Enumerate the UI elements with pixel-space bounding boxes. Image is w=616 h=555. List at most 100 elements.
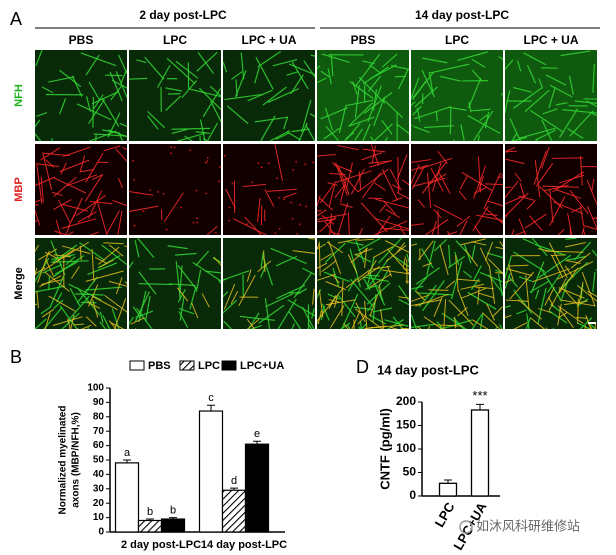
fiber bbox=[117, 210, 123, 235]
column-header: PBS bbox=[69, 33, 94, 47]
fiber bbox=[411, 223, 424, 226]
fiber bbox=[89, 231, 99, 235]
fiber bbox=[534, 160, 541, 198]
fiber bbox=[417, 326, 422, 329]
fiber bbox=[462, 270, 472, 279]
fiber bbox=[210, 100, 221, 123]
fiber bbox=[519, 182, 525, 197]
fiber bbox=[254, 116, 289, 123]
fiber bbox=[88, 81, 101, 101]
speck bbox=[133, 224, 136, 227]
fiber bbox=[479, 313, 484, 329]
fiber bbox=[363, 92, 393, 114]
bar bbox=[160, 518, 186, 533]
fiber bbox=[486, 303, 495, 321]
micrograph-bg bbox=[35, 144, 127, 235]
fiber bbox=[73, 323, 84, 326]
fiber bbox=[60, 162, 67, 175]
fiber bbox=[301, 306, 315, 329]
fiber bbox=[505, 158, 525, 164]
fiber bbox=[317, 218, 337, 223]
fiber bbox=[109, 71, 123, 102]
fiber bbox=[44, 271, 70, 292]
fiber bbox=[340, 177, 348, 203]
micrograph bbox=[35, 50, 127, 141]
x-tick-label: 14 day post-LPC bbox=[201, 539, 287, 551]
speck bbox=[157, 191, 159, 193]
micrograph-bg bbox=[129, 144, 221, 235]
fiber bbox=[392, 197, 403, 202]
fiber bbox=[337, 203, 349, 235]
fiber bbox=[577, 322, 592, 329]
fiber bbox=[332, 267, 340, 287]
speck bbox=[276, 177, 278, 180]
fiber bbox=[327, 293, 340, 300]
fiber bbox=[544, 287, 555, 306]
fiber bbox=[471, 314, 483, 329]
fiber bbox=[358, 76, 386, 104]
fiber bbox=[541, 119, 553, 141]
fiber bbox=[168, 283, 196, 287]
fiber bbox=[473, 265, 482, 281]
speck bbox=[283, 198, 285, 201]
fiber bbox=[505, 256, 512, 280]
fiber bbox=[369, 294, 379, 317]
fiber bbox=[349, 278, 374, 307]
fiber bbox=[374, 182, 386, 191]
fiber bbox=[317, 243, 326, 250]
fiber bbox=[129, 316, 134, 325]
fiber bbox=[585, 315, 592, 329]
fiber bbox=[338, 166, 350, 196]
fiber bbox=[144, 295, 151, 322]
fiber bbox=[58, 199, 71, 223]
fiber bbox=[511, 229, 515, 235]
fiber bbox=[130, 317, 145, 325]
fiber bbox=[91, 91, 119, 105]
fiber bbox=[45, 159, 55, 168]
fiber bbox=[276, 284, 306, 300]
fiber bbox=[346, 99, 374, 107]
fiber bbox=[61, 312, 80, 329]
chart-title: 14 day post-LPC bbox=[377, 362, 479, 377]
fiber bbox=[354, 128, 363, 141]
fibers bbox=[317, 53, 409, 141]
fiber bbox=[354, 239, 365, 263]
fiber bbox=[545, 327, 548, 329]
speck bbox=[137, 191, 139, 194]
fiber bbox=[346, 162, 353, 189]
fiber bbox=[89, 200, 113, 205]
fiber bbox=[586, 206, 597, 230]
fiber bbox=[391, 184, 402, 191]
fiber bbox=[384, 319, 409, 327]
fiber bbox=[595, 220, 597, 222]
fiber bbox=[224, 93, 264, 101]
fiber bbox=[474, 225, 482, 235]
fiber bbox=[115, 148, 127, 163]
fiber bbox=[54, 230, 69, 235]
fiber bbox=[71, 75, 83, 97]
fiber bbox=[319, 180, 337, 204]
fiber bbox=[124, 281, 127, 284]
fiber bbox=[35, 318, 47, 329]
fiber bbox=[362, 276, 389, 282]
fiber bbox=[104, 294, 127, 313]
fiber bbox=[431, 220, 437, 235]
fiber bbox=[327, 68, 332, 85]
fiber bbox=[398, 298, 409, 306]
fiber bbox=[270, 247, 307, 265]
y-tick-label: 200 bbox=[396, 394, 416, 408]
speck bbox=[196, 221, 199, 224]
fiber bbox=[307, 328, 309, 329]
fiber bbox=[35, 204, 39, 206]
fiber bbox=[328, 184, 336, 207]
fiber bbox=[35, 119, 41, 128]
fiber bbox=[129, 77, 148, 80]
fiber bbox=[317, 154, 336, 157]
fiber bbox=[85, 96, 92, 112]
speck bbox=[296, 233, 299, 235]
y-tick-label: 80 bbox=[93, 411, 105, 422]
fiber bbox=[102, 315, 111, 329]
fiber bbox=[334, 184, 346, 199]
fiber bbox=[35, 303, 38, 305]
fiber bbox=[582, 228, 586, 235]
